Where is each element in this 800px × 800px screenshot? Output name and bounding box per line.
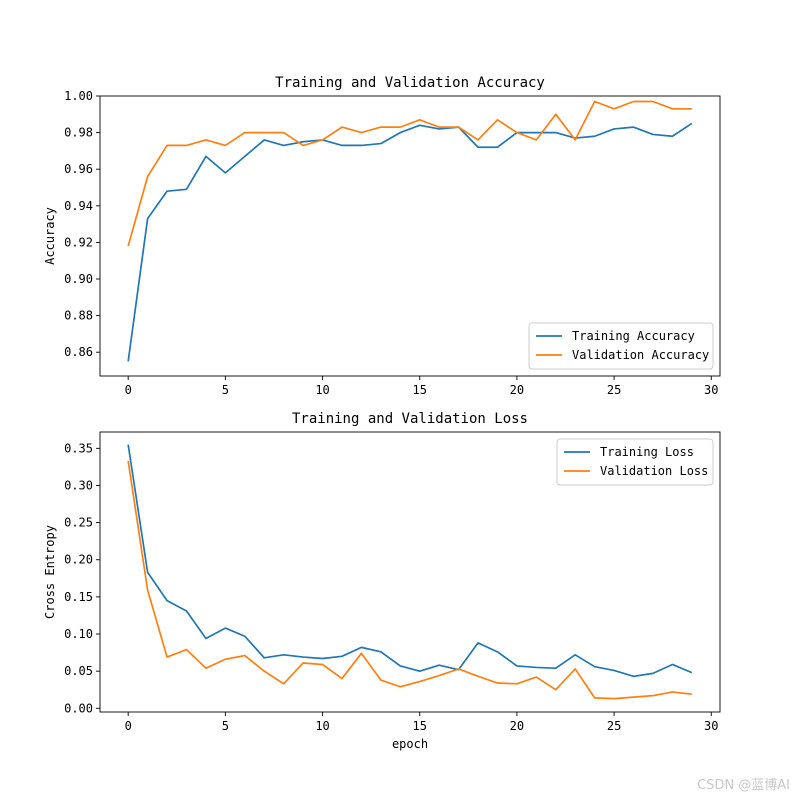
chart-title: Training and Validation Accuracy	[275, 75, 545, 91]
x-tick-label: 5	[222, 719, 229, 733]
legend: Training Loss Validation Loss	[556, 438, 714, 486]
y-tick-label: 0.30	[64, 478, 93, 492]
x-tick-label: 15	[412, 383, 426, 397]
chart-title: Training and Validation Loss	[292, 411, 528, 427]
x-tick-label: 20	[510, 719, 524, 733]
series-line-validation-accuracy	[127, 100, 692, 247]
x-tick-label: 10	[315, 383, 329, 397]
x-axis-label: epoch	[392, 737, 428, 751]
y-tick-label: 0.92	[64, 235, 93, 249]
x-tick-label: 0	[125, 719, 132, 733]
x-tick-label: 30	[704, 719, 718, 733]
x-tick-label: 15	[412, 719, 426, 733]
y-tick-label: 0.96	[64, 162, 93, 176]
x-tick-label: 5	[222, 383, 229, 397]
legend-label: Training Loss	[600, 445, 694, 459]
y-tick-label: 0.10	[64, 627, 93, 641]
x-tick-label: 20	[510, 383, 524, 397]
plot-frame	[99, 431, 721, 713]
y-tick-label: 0.90	[64, 272, 93, 286]
legend-box	[528, 322, 714, 370]
y-tick-label: 0.94	[64, 199, 93, 213]
legend-label: Training Accuracy	[572, 329, 695, 343]
y-tick-label: 0.86	[64, 345, 93, 359]
x-tick-label: 25	[607, 719, 621, 733]
watermark: CSDN @蓝博AI	[697, 778, 790, 793]
y-tick-label: 0.88	[64, 309, 93, 323]
x-tick-label: 25	[607, 383, 621, 397]
y-axis-label: Cross Entropy	[43, 525, 57, 619]
series-line-training-loss	[127, 444, 693, 678]
y-axis-label: Accuracy	[43, 207, 57, 265]
y-tick-label: 1.00	[64, 89, 93, 103]
loss-chart: Training and Validation Loss 0 5 10 15 20 25 30…	[43, 411, 721, 751]
y-tick-label: 0.98	[64, 126, 93, 140]
x-tick-label: 30	[704, 383, 718, 397]
y-tick-label: 0.20	[64, 553, 93, 567]
series-line-training-accuracy	[127, 122, 693, 362]
y-tick-label: 0.25	[64, 516, 93, 530]
plot-frame	[99, 95, 721, 377]
x-tick-label: 10	[315, 719, 329, 733]
accuracy-chart: Training and Validation Accuracy 0 5 10 15 20…	[43, 75, 721, 397]
y-tick-label: 0.05	[64, 664, 93, 678]
y-tick-label: 0.00	[64, 701, 93, 715]
legend-label: Validation Loss	[600, 464, 708, 478]
y-tick-label: 0.35	[64, 441, 93, 455]
series-line-validation-loss	[127, 460, 692, 700]
y-tick-label: 0.15	[64, 590, 93, 604]
x-tick-label: 0	[125, 383, 132, 397]
legend-label: Validation Accuracy	[572, 348, 709, 362]
legend-box	[556, 438, 714, 486]
legend: Training Accuracy Validation Accuracy	[528, 322, 714, 370]
